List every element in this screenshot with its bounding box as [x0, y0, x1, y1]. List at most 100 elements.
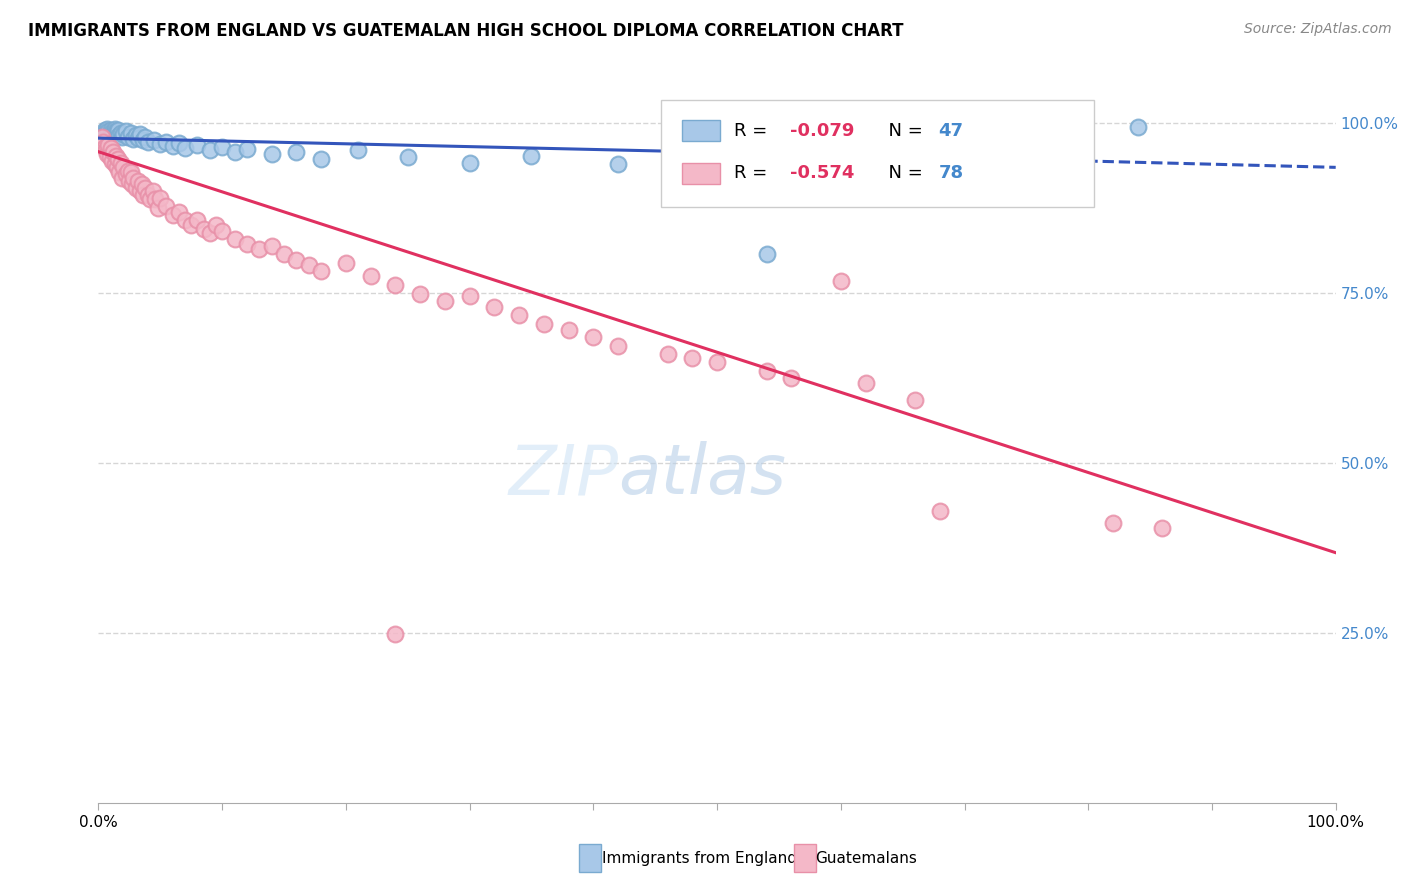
Point — [260, 146, 283, 161]
Point — [101, 153, 124, 168]
Point — [582, 330, 605, 344]
FancyBboxPatch shape — [661, 100, 1094, 207]
Point — [180, 218, 202, 232]
Point — [1126, 120, 1149, 134]
Point — [146, 201, 169, 215]
Point — [193, 221, 215, 235]
Point — [155, 135, 177, 149]
Point — [167, 204, 190, 219]
Point — [224, 232, 246, 246]
Point — [198, 227, 221, 241]
FancyBboxPatch shape — [682, 162, 720, 184]
Point — [112, 127, 135, 141]
Point — [298, 258, 321, 272]
Point — [186, 137, 208, 152]
Point — [122, 170, 145, 185]
Point — [103, 157, 125, 171]
Point — [155, 199, 177, 213]
Point — [120, 127, 142, 141]
Point — [122, 132, 145, 146]
Point — [108, 128, 131, 142]
Text: IMMIGRANTS FROM ENGLAND VS GUATEMALAN HIGH SCHOOL DIPLOMA CORRELATION CHART: IMMIGRANTS FROM ENGLAND VS GUATEMALAN HI… — [28, 22, 904, 40]
Point — [174, 212, 197, 227]
Point — [309, 264, 332, 278]
Point — [1152, 520, 1174, 534]
Point — [409, 287, 432, 301]
Point — [97, 124, 120, 138]
Point — [755, 364, 778, 378]
Point — [904, 393, 927, 408]
Point — [143, 192, 166, 206]
Text: 78: 78 — [939, 164, 963, 182]
Text: N =: N = — [877, 121, 928, 139]
Point — [98, 150, 121, 164]
Point — [236, 142, 259, 156]
Point — [129, 127, 152, 141]
Point — [928, 503, 950, 517]
Text: Guatemalans: Guatemalans — [815, 851, 917, 865]
Point — [780, 371, 803, 385]
Point — [120, 165, 142, 179]
Text: R =: R = — [734, 164, 773, 182]
Point — [681, 351, 703, 365]
Point — [706, 355, 728, 369]
Point — [149, 136, 172, 151]
Point — [198, 144, 221, 158]
Point — [93, 140, 115, 154]
Point — [101, 125, 124, 139]
Point — [247, 242, 270, 256]
Text: R =: R = — [734, 121, 773, 139]
Point — [104, 149, 127, 163]
Point — [117, 163, 139, 178]
Point — [285, 253, 308, 268]
Point — [433, 294, 456, 309]
Point — [139, 192, 162, 206]
Point — [1102, 516, 1125, 530]
Point — [174, 141, 197, 155]
Point — [127, 131, 149, 145]
Point — [93, 135, 115, 149]
Point — [124, 128, 146, 143]
Text: N =: N = — [877, 164, 928, 182]
Point — [105, 161, 128, 175]
Point — [162, 139, 184, 153]
Point — [211, 140, 233, 154]
Point — [149, 191, 172, 205]
Point — [112, 161, 135, 175]
Point — [236, 237, 259, 252]
Point — [124, 180, 146, 194]
Point — [384, 277, 406, 292]
Point — [607, 339, 630, 353]
Point — [136, 187, 159, 202]
Text: -0.574: -0.574 — [790, 164, 855, 182]
Point — [118, 174, 141, 188]
Point — [458, 155, 481, 169]
Point — [211, 223, 233, 237]
Point — [91, 129, 114, 144]
Point — [186, 212, 208, 227]
Point — [129, 184, 152, 198]
Point — [127, 174, 149, 188]
Text: 47: 47 — [939, 121, 963, 139]
Point — [105, 127, 128, 141]
Point — [205, 218, 228, 232]
Point — [98, 128, 121, 143]
Point — [657, 347, 679, 361]
Point — [121, 178, 143, 192]
Point — [103, 127, 125, 141]
Point — [167, 136, 190, 150]
Point — [104, 124, 127, 138]
Text: -0.079: -0.079 — [790, 121, 855, 139]
Point — [103, 145, 125, 159]
Point — [93, 123, 115, 137]
Point — [508, 308, 530, 322]
Point — [224, 145, 246, 159]
Point — [96, 121, 118, 136]
Point — [134, 180, 156, 194]
Point — [110, 155, 132, 169]
Point — [533, 317, 555, 331]
Point — [162, 208, 184, 222]
Point — [396, 150, 419, 164]
Point — [110, 126, 132, 140]
Point — [100, 141, 122, 155]
